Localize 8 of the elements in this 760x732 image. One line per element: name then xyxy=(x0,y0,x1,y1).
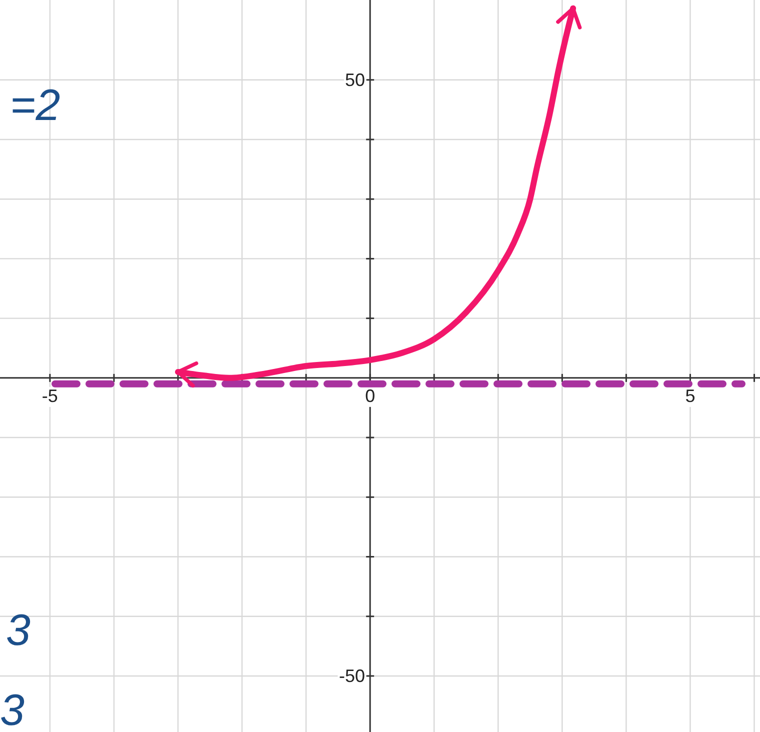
y-tick-label: -50 xyxy=(339,666,366,686)
x-tick-label: 5 xyxy=(685,386,696,406)
y-tick-label: 50 xyxy=(345,70,366,90)
annotation: 3 xyxy=(6,606,31,655)
annotation: 3 xyxy=(0,686,25,732)
annotation: =2 xyxy=(10,81,60,130)
x-tick-label: -5 xyxy=(42,386,58,406)
x-tick-label: 0 xyxy=(365,386,376,406)
